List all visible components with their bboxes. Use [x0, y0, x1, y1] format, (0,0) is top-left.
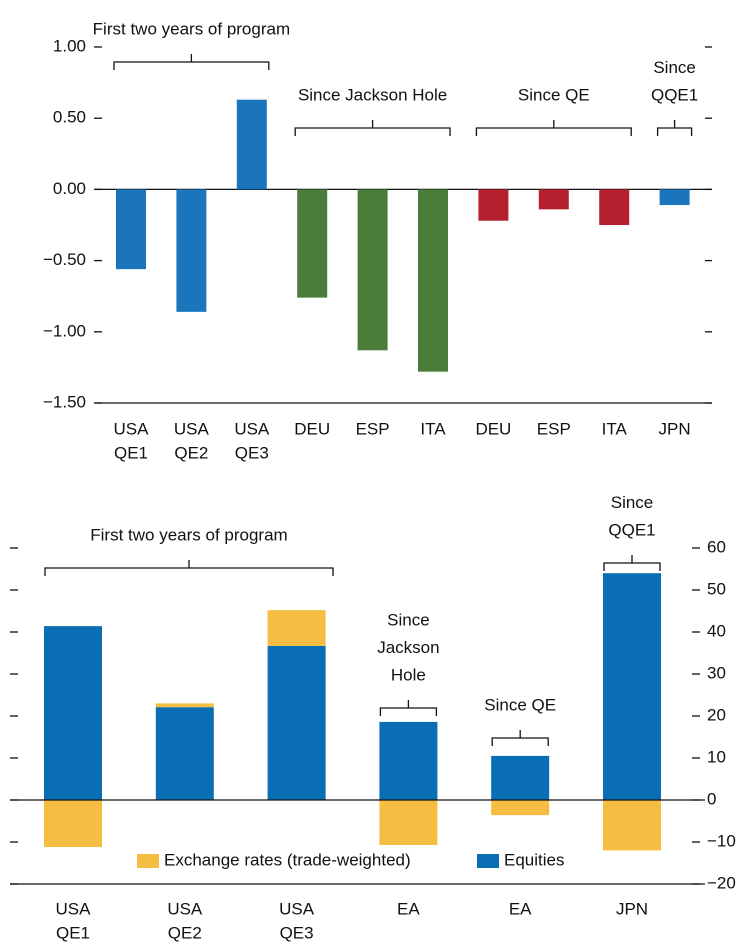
group-label: Since	[387, 610, 430, 629]
group-label: Jackson	[377, 638, 439, 657]
bar-segment	[44, 626, 102, 800]
bar-segment	[155, 703, 214, 708]
bar	[538, 189, 569, 210]
group-label: Since QE	[518, 85, 590, 104]
bar	[418, 189, 448, 372]
x-tick-label: DEU	[294, 419, 330, 438]
bar-segment	[603, 800, 661, 851]
group-label: Since	[653, 58, 696, 77]
bracket	[294, 120, 451, 136]
bar-segment	[155, 707, 214, 800]
bar	[478, 189, 509, 221]
bracket	[656, 120, 693, 136]
group-label: QQE1	[608, 520, 655, 539]
x-tick-label: QE3	[235, 443, 269, 462]
x-tick-label: EA	[397, 899, 420, 918]
y-tick-label: −1.50	[43, 392, 86, 411]
bracket	[379, 700, 438, 716]
bar	[176, 189, 207, 312]
x-tick-label: ESP	[537, 419, 571, 438]
y-tick-label: 10	[707, 747, 726, 766]
bar-segment	[603, 573, 661, 800]
y-tick-label: 60	[707, 537, 726, 556]
y-tick-label: 0.00	[53, 179, 86, 198]
group-label: Hole	[391, 665, 426, 684]
legend-swatch	[137, 854, 159, 868]
bar	[599, 189, 630, 225]
x-tick-label: QE1	[56, 923, 90, 942]
bar	[357, 189, 388, 351]
bracket	[603, 555, 661, 571]
bar-segment	[379, 721, 438, 800]
y-tick-label: −1.00	[43, 321, 86, 340]
bar-segment	[44, 800, 102, 848]
bar-segment	[267, 645, 326, 800]
bar-segment	[491, 755, 550, 800]
bracket	[491, 730, 549, 746]
group-label: Since Jackson Hole	[298, 85, 447, 104]
x-tick-label: USA	[234, 419, 270, 438]
y-tick-label: −10	[707, 831, 736, 850]
y-tick-label: 20	[707, 705, 726, 724]
x-tick-label: ITA	[602, 419, 628, 438]
y-tick-label: −20	[707, 873, 736, 892]
group-label: Since	[611, 493, 654, 512]
legend-swatch	[477, 854, 499, 868]
bar-segment	[491, 800, 550, 816]
x-tick-label: QE1	[114, 443, 148, 462]
x-tick-label: JPN	[659, 419, 691, 438]
bracket	[475, 120, 632, 136]
bar	[236, 99, 267, 190]
x-tick-label: EA	[509, 899, 532, 918]
x-tick-label: USA	[279, 899, 315, 918]
x-tick-label: DEU	[475, 419, 511, 438]
y-tick-label: −0.50	[43, 250, 86, 269]
y-tick-label: 1.00	[53, 36, 86, 55]
bar	[297, 189, 328, 298]
bracket	[44, 560, 334, 576]
x-tick-label: ESP	[356, 419, 390, 438]
y-tick-label: 0	[707, 789, 716, 808]
legend-label: Equities	[504, 850, 564, 869]
x-tick-label: ITA	[420, 419, 446, 438]
x-tick-label: QE3	[280, 923, 314, 942]
y-tick-label: 0.50	[53, 108, 86, 127]
y-tick-label: 40	[707, 621, 726, 640]
group-label: Since QE	[484, 695, 556, 714]
x-tick-label: USA	[56, 899, 92, 918]
bar-segment	[267, 610, 326, 646]
y-tick-label: 30	[707, 663, 726, 682]
x-tick-label: QE2	[168, 923, 202, 942]
group-label: QQE1	[651, 85, 698, 104]
legend-label: Exchange rates (trade-weighted)	[164, 850, 411, 869]
bar	[659, 189, 690, 206]
y-tick-label: 50	[707, 579, 726, 598]
x-tick-label: USA	[114, 419, 150, 438]
bar-segment	[379, 800, 438, 845]
x-tick-label: JPN	[616, 899, 648, 918]
x-tick-label: USA	[174, 419, 210, 438]
group-label: First two years of program	[90, 525, 287, 544]
x-tick-label: USA	[167, 899, 203, 918]
group-label: First two years of program	[93, 19, 290, 38]
x-tick-label: QE2	[174, 443, 208, 462]
bracket	[113, 54, 270, 70]
bar	[116, 189, 146, 270]
